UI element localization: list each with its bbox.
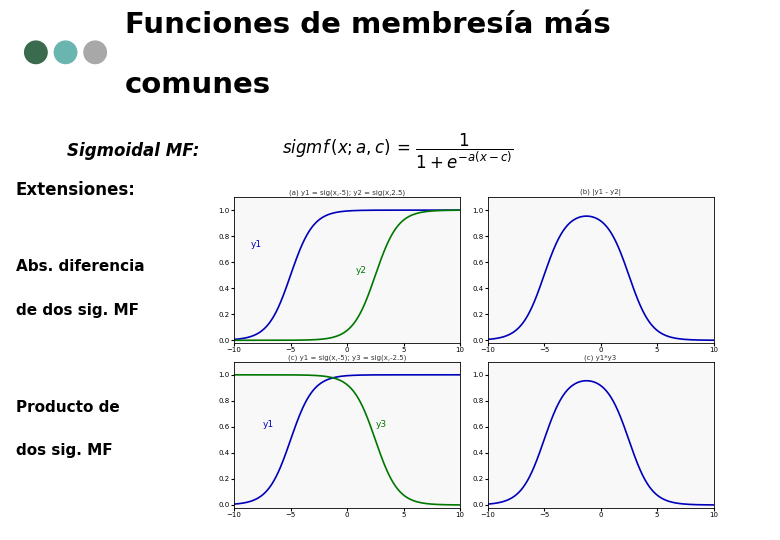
Title: (c) y1*y3: (c) y1*y3 [584,354,617,361]
Text: de dos sig. MF: de dos sig. MF [16,303,139,318]
Text: $sigmf\,(x;a,c)\,=\,\dfrac{1}{1+e^{-a(x-c)}}$: $sigmf\,(x;a,c)\,=\,\dfrac{1}{1+e^{-a(x-… [282,132,514,171]
Text: y3: y3 [375,420,387,429]
Text: Sigmoidal MF:: Sigmoidal MF: [67,142,200,160]
Text: Extensiones:: Extensiones: [16,181,136,199]
Text: Producto de: Producto de [16,400,119,415]
Text: y2: y2 [356,266,367,275]
Text: y1: y1 [251,240,262,248]
Circle shape [25,41,47,64]
Text: y1: y1 [262,420,274,429]
Circle shape [55,41,76,64]
Text: Funciones de membresía más: Funciones de membresía más [125,11,611,39]
Text: dos sig. MF: dos sig. MF [16,443,112,458]
Text: Abs. diferencia: Abs. diferencia [16,259,144,274]
Title: (c) y1 = sig(x,-5); y3 = sig(x,-2.5): (c) y1 = sig(x,-5); y3 = sig(x,-2.5) [288,354,406,361]
Circle shape [84,41,106,64]
Title: (b) |y1 - y2|: (b) |y1 - y2| [580,190,621,197]
Title: (a) y1 = sig(x,-5); y2 = sig(x,2.5): (a) y1 = sig(x,-5); y2 = sig(x,2.5) [289,190,405,196]
Text: comunes: comunes [125,71,271,99]
